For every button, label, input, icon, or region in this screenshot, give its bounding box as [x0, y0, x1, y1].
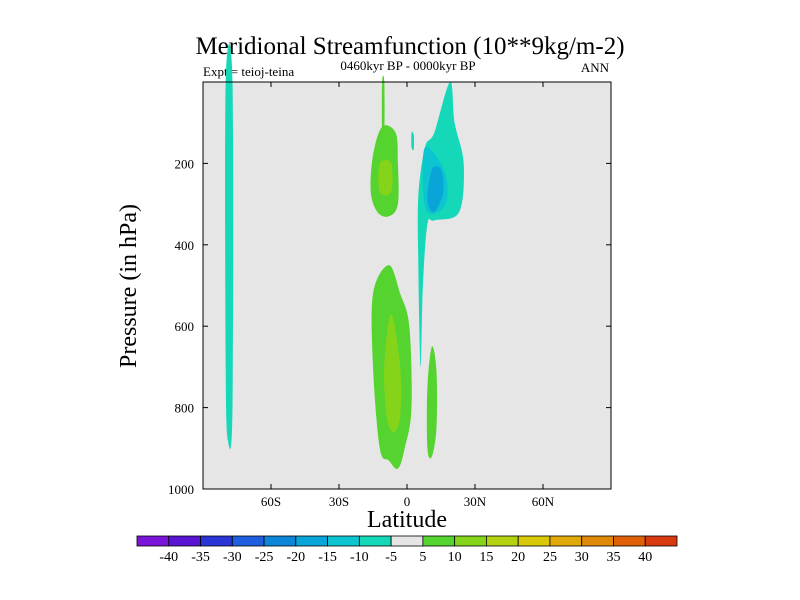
colorbar-swatch: [517, 535, 551, 547]
x-tick-label: 60N: [532, 494, 555, 509]
colorbar-swatch: [231, 535, 265, 547]
colorbar-swatch: [454, 535, 487, 547]
experiment-label: Expt = teioj-teina: [203, 64, 294, 79]
colorbar-swatch: [581, 535, 614, 547]
colorbar-level-label: 35: [606, 550, 620, 565]
contour-nh-negative-inner: [427, 166, 444, 213]
contour-nh-lower-positive-cell: [426, 346, 438, 459]
contour-upper-positive-plume: [381, 75, 385, 140]
season-label: ANN: [581, 60, 610, 75]
contour-small-negative-patch: [411, 131, 415, 151]
contour-regions: [225, 43, 464, 469]
colorbar-swatch: [644, 535, 678, 547]
colorbar-swatch: [200, 535, 233, 547]
colorbar-level-label: -40: [159, 550, 178, 565]
x-axis-ticks: 60S 30S 0 30N 60N: [261, 82, 555, 509]
colorbar-swatch: [263, 535, 297, 547]
y-tick-label: 200: [175, 156, 195, 171]
colorbar-level-label: -25: [255, 550, 274, 565]
colorbar-swatch: [422, 535, 456, 547]
colorbar-swatch: [168, 535, 201, 547]
y-tick-label: 600: [175, 319, 195, 334]
y-axis-ticks: 200 400 600 800 1000: [168, 156, 611, 497]
colorbar-level-label: -5: [385, 550, 397, 565]
colorbar-level-label: 15: [479, 550, 493, 565]
colorbar-level-label: 25: [543, 550, 557, 565]
y-tick-label: 1000: [168, 482, 194, 497]
colorbar-level-label: -30: [223, 550, 242, 565]
colorbar-swatch: [549, 535, 583, 547]
colorbar-level-label: 5: [419, 550, 426, 565]
period-label: 0460kyr BP - 0000kyr BP: [340, 58, 475, 73]
colorbar-level-label: -10: [350, 550, 369, 565]
colorbar-level-label: 20: [511, 550, 525, 565]
colorbar-swatch: [486, 535, 519, 547]
colorbar-level-label: -35: [191, 550, 210, 565]
colorbar-level-label: -15: [318, 550, 337, 565]
y-axis-title: Pressure (in hPa): [116, 204, 142, 368]
contour-sh-negative-cell: [225, 43, 234, 450]
chart-title: Meridional Streamfunction (10**9kg/m-2): [195, 33, 624, 60]
x-tick-label: 30S: [329, 494, 349, 509]
colorbar-level-label: 10: [448, 550, 462, 565]
colorbar-swatch: [327, 535, 360, 547]
colorbar-swatch: [390, 535, 424, 547]
colorbar-swatch: [613, 535, 646, 547]
contour-lower-positive-cell-inner: [384, 314, 402, 432]
x-tick-label: 0: [404, 494, 411, 509]
contour-upper-positive-cell-inner: [378, 159, 393, 196]
x-tick-label: 30N: [464, 494, 487, 509]
colorbar-swatch: [295, 535, 328, 547]
colorbar-level-label: 40: [638, 550, 652, 565]
y-tick-label: 800: [175, 401, 195, 416]
colorbar-swatch: [136, 535, 170, 547]
x-axis-title: Latitude: [367, 507, 447, 533]
colorbar-level-label: 30: [575, 550, 589, 565]
colorbar: -40 -35 -30 -25 -20 -15 -10 -5 5 10 15 20 25 30 35 40: [136, 535, 678, 565]
y-tick-label: 400: [175, 238, 195, 253]
colorbar-level-label: -20: [286, 550, 305, 565]
colorbar-swatch: [358, 535, 392, 547]
x-tick-label: 60S: [261, 494, 281, 509]
